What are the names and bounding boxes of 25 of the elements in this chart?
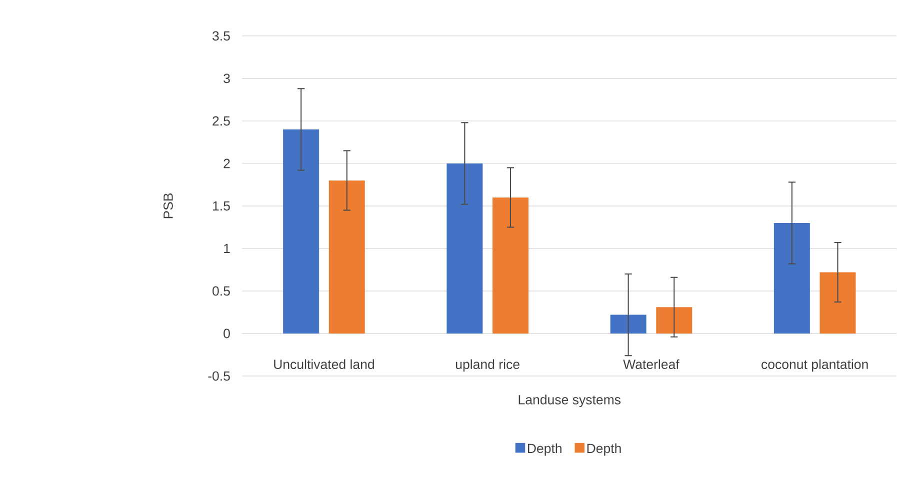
y-tick-label: 3: [224, 74, 230, 84]
y-tick-label: 2: [224, 158, 230, 168]
x-tick-label: coconut plantation: [762, 359, 868, 372]
y-tick-label: 1.5: [213, 201, 230, 211]
y-tick-label: 2.5: [212, 116, 230, 126]
legend-label: Depth: [528, 443, 562, 456]
y-tick-label: 3.5: [212, 31, 230, 41]
x-tick-label: upland rice: [456, 359, 520, 372]
x-axis-title: Landuse systems: [518, 394, 621, 408]
bar: [774, 223, 810, 334]
x-tick-label: Uncultivated land: [274, 359, 374, 370]
legend-label: Depth: [587, 443, 621, 456]
y-tick-label: -0.5: [208, 371, 230, 381]
bar: [656, 307, 692, 334]
x-tick-label: Waterleaf: [623, 359, 680, 370]
y-tick-label: 1: [224, 244, 230, 254]
bar: [446, 164, 483, 334]
y-tick-label: 0: [224, 328, 230, 338]
bar: [492, 198, 528, 334]
y-axis-title: PSB: [164, 193, 173, 218]
y-tick-label: 0.5: [212, 286, 230, 296]
bar: [610, 314, 646, 334]
bar: [283, 129, 320, 334]
bar: [820, 272, 856, 334]
bar: [328, 180, 365, 334]
